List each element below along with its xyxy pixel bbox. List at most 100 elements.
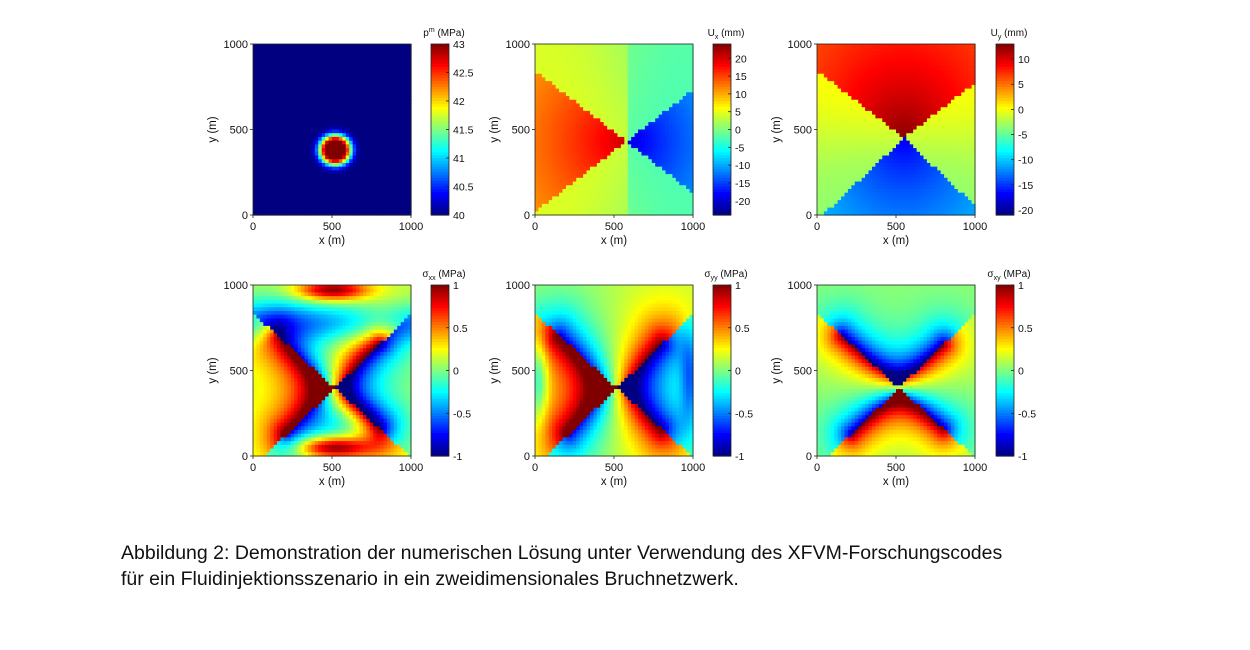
heatmap-cell [817,81,822,86]
heatmap-cell [311,136,316,142]
heatmap-cell [277,200,282,205]
heatmap-cell [373,122,378,127]
heatmap-cell [301,110,306,116]
heatmap-cell [906,44,911,49]
heatmap-cell [620,99,625,105]
heatmap-cell [658,92,663,97]
heatmap-cell [297,51,302,56]
heatmap-cell [968,77,973,82]
heatmap-cell [620,73,625,79]
heatmap-cell [297,151,302,157]
heatmap-cell [610,174,615,179]
heatmap-cell [362,44,367,49]
heatmap-cell [871,47,876,53]
heatmap-cell [672,185,677,190]
heatmap-cell [393,55,398,60]
heatmap-cell [638,129,643,134]
heatmap-cell [332,129,337,134]
heatmap-cell [617,118,622,123]
heatmap-cell [376,144,381,149]
heatmap-cell [259,118,264,123]
heatmap-cell [301,66,306,71]
heatmap-cell [335,200,340,205]
heatmap-cell [586,203,591,209]
heatmap-cell [686,58,691,64]
heatmap-cell [311,110,316,116]
colorbar-step [431,203,449,208]
heatmap-cell [349,192,354,198]
heatmap-cell [294,129,299,134]
heatmap-cell [325,185,330,190]
heatmap-cell [655,133,660,138]
heatmap-cell [662,136,667,142]
heatmap-cell [321,129,326,134]
heatmap-cell [386,177,391,183]
heatmap-cell [352,200,357,205]
heatmap-cell [565,107,570,112]
heatmap-cell [662,70,667,75]
heatmap-cell [545,140,550,145]
colorbar-step [431,212,449,216]
heatmap-cell [283,110,288,116]
heatmap-cell [896,73,901,79]
heatmap-cell [373,200,378,205]
heatmap-cell [548,177,553,183]
heatmap-cell [858,55,863,60]
heatmap-cell [589,155,594,160]
heatmap-cell [634,174,639,179]
y-axis-label: y (m) [489,116,501,142]
heatmap-cell [617,66,622,71]
heatmap-cell [270,44,275,49]
heatmap-cell [253,170,258,175]
heatmap-cell [614,133,619,138]
heatmap-cell [583,51,588,56]
heatmap-cell [311,92,316,97]
heatmap-cell [668,133,673,138]
heatmap-cell [631,151,636,157]
heatmap-cell [583,110,588,116]
heatmap-cell [386,144,391,149]
heatmap-cell [579,103,584,108]
heatmap-cell [572,92,577,97]
heatmap-cell [314,166,319,171]
heatmap-cell [335,207,340,212]
heatmap-cell [559,96,564,101]
heatmap-cell [579,151,584,157]
heatmap-cell [318,103,323,108]
heatmap-cell [641,140,646,145]
heatmap-cell [538,188,543,194]
heatmap-cell [675,133,680,138]
heatmap-cell [906,51,911,56]
heatmap-cell [301,133,306,138]
heatmap-cell [909,84,914,90]
heatmap-cell [920,77,925,82]
heatmap-cell [332,81,337,86]
heatmap-cell [658,107,663,112]
heatmap-cell [301,144,306,149]
heatmap-cell [380,114,385,119]
heatmap-cell [555,125,560,131]
heatmap-cell [665,122,670,127]
heatmap-cell [266,114,271,119]
heatmap-cell [545,159,550,164]
heatmap-cell [266,118,271,123]
heatmap-cell [290,62,295,67]
heatmap-cell [961,81,966,86]
heatmap-cell [256,77,261,82]
heatmap-cell [672,136,677,142]
heatmap-cell [648,200,653,205]
heatmap-cell [259,114,264,119]
heatmap-cell [589,84,594,90]
heatmap-cell [407,181,412,186]
heatmap-cell [390,133,395,138]
heatmap-cell [889,66,894,71]
heatmap-cell [386,58,391,64]
heatmap-cell [373,44,378,49]
heatmap-cell [624,207,629,212]
heatmap-cell [301,73,306,79]
heatmap-cell [338,77,343,82]
heatmap-cell [359,58,364,64]
colorbar-step [431,86,449,91]
heatmap-cell [689,107,694,112]
heatmap-cell [270,196,275,201]
